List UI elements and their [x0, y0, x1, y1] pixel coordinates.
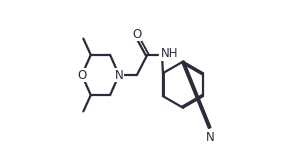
Text: N: N [115, 69, 123, 81]
Text: O: O [77, 69, 86, 81]
Text: NH: NH [161, 47, 179, 60]
Text: O: O [132, 28, 141, 41]
Text: N: N [206, 131, 215, 144]
